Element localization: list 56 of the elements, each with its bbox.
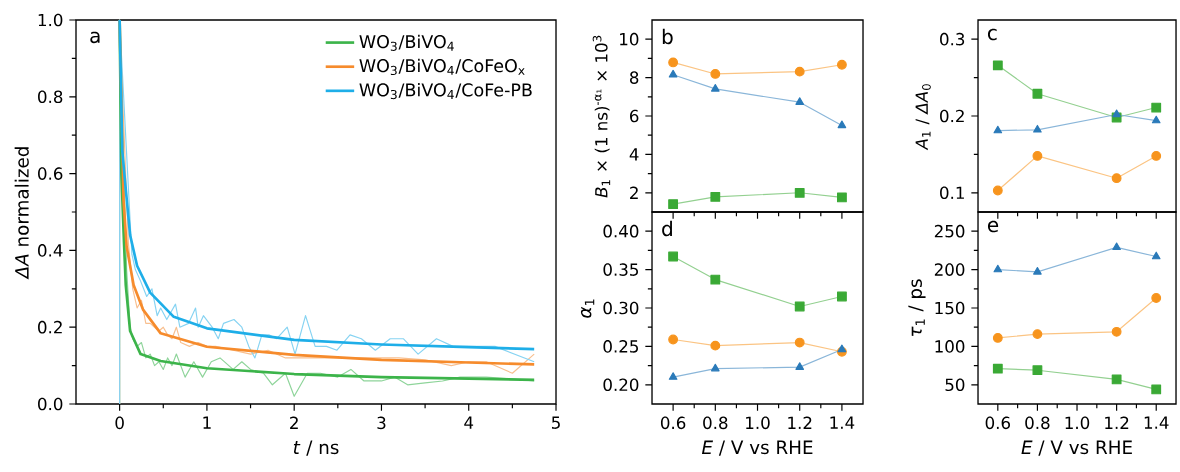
y-tick-label: 0.2 <box>38 320 62 334</box>
x-tick-label: 1 <box>203 416 211 429</box>
y-tick-label: 2 <box>630 186 638 199</box>
y-tick-label: 200 <box>934 263 965 276</box>
x-tick-label: 0.8 <box>1025 416 1050 430</box>
y-axis-title: B$_{1}$ × (1 ns)$^{-α₁}$ × 10$^{3}$ <box>592 35 611 198</box>
y-tick-label: 0.3 <box>940 32 965 46</box>
y-tick-label: 0.20 <box>603 378 639 392</box>
x-tick-label: 1.0 <box>1065 416 1090 430</box>
x-tick-label: 1.4 <box>1144 416 1169 429</box>
y-tick-label: 0.30 <box>603 301 639 315</box>
x-axis-title: t / ns <box>293 440 339 456</box>
y-tick-label: 10 <box>620 32 639 46</box>
legend-label: WO$_{3}$/BiVO$_{4}$ <box>359 34 454 51</box>
y-tick-label: 250 <box>934 224 965 238</box>
y-axis-title: τ$_{1}$ / ps <box>908 279 926 337</box>
annotation: e <box>987 220 999 233</box>
y-tick-label: 1.0 <box>38 13 63 27</box>
y-tick-label: 6 <box>630 109 639 123</box>
y-axis-title: α$_{1}$ <box>580 299 595 318</box>
y-axis-title: A$_{1}$ / ΔA$_{0}$ <box>915 84 931 151</box>
x-tick-label: 0 <box>115 416 124 430</box>
x-tick-label: 1.4 <box>830 416 855 429</box>
annotation: d <box>662 220 672 237</box>
annotation: c <box>987 28 997 41</box>
y-tick-label: 0.6 <box>38 167 63 180</box>
x-axis-title: E / V vs RHE <box>1021 440 1132 456</box>
x-tick-label: 5 <box>551 416 560 429</box>
y-axis-title: ΔA normalized <box>14 147 29 280</box>
x-tick-label: 3 <box>377 416 386 430</box>
y-tick-label: 150 <box>935 301 965 315</box>
x-tick-label: 1.2 <box>788 416 812 429</box>
y-tick-label: 100 <box>935 340 965 353</box>
x-tick-label: 0.6 <box>660 416 686 430</box>
y-tick-label: 0.4 <box>38 244 63 257</box>
y-tick-label: 0.0 <box>38 397 63 411</box>
y-tick-label: 50 <box>945 378 965 392</box>
x-axis-title: E / V vs RHE <box>701 440 813 456</box>
legend-label: WO$_{3}$/BiVO$_{4}$/CoFe-PB <box>359 82 532 100</box>
y-tick-label: 4 <box>629 148 639 161</box>
x-tick-label: 0.8 <box>703 416 728 430</box>
y-tick-label: 0.2 <box>940 109 964 123</box>
y-tick-label: 0.40 <box>603 224 639 238</box>
y-tick-label: 0.25 <box>603 340 638 353</box>
x-tick-label: 4 <box>464 416 474 429</box>
y-tick-label: 0.8 <box>38 90 63 104</box>
y-tick-label: 0.1 <box>940 186 964 200</box>
y-tick-label: 0.35 <box>603 263 638 276</box>
y-tick-label: 8 <box>629 71 639 84</box>
annotation: a <box>90 31 100 44</box>
x-tick-label: 2 <box>290 416 298 429</box>
x-tick-label: 1.0 <box>746 416 770 430</box>
x-tick-label: 1.2 <box>1105 416 1129 429</box>
annotation: b <box>662 28 673 45</box>
legend-label: WO$_{3}$/BiVO$_{4}$/CoFeO$_{x}$ <box>359 58 525 76</box>
x-tick-label: 0.6 <box>985 416 1011 430</box>
